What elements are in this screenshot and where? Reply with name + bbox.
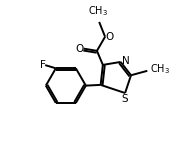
Text: O: O bbox=[75, 44, 83, 54]
Text: S: S bbox=[122, 94, 128, 104]
Text: O: O bbox=[105, 32, 114, 42]
Text: F: F bbox=[40, 60, 46, 70]
Text: CH$_3$: CH$_3$ bbox=[150, 62, 170, 76]
Text: N: N bbox=[122, 56, 129, 66]
Text: CH$_3$: CH$_3$ bbox=[88, 4, 108, 18]
